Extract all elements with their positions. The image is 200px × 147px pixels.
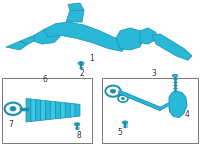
Circle shape — [110, 89, 116, 93]
Ellipse shape — [172, 74, 178, 77]
Polygon shape — [34, 29, 60, 44]
Text: 6: 6 — [43, 75, 47, 84]
Circle shape — [121, 97, 125, 100]
Polygon shape — [55, 102, 60, 119]
Polygon shape — [60, 102, 65, 118]
Text: 5: 5 — [118, 128, 122, 137]
Text: 2: 2 — [80, 69, 84, 78]
Polygon shape — [116, 28, 144, 50]
Polygon shape — [75, 104, 80, 117]
Polygon shape — [152, 34, 192, 60]
Polygon shape — [31, 99, 36, 121]
Polygon shape — [68, 3, 84, 10]
Text: 4: 4 — [185, 110, 189, 119]
Ellipse shape — [74, 123, 80, 126]
Ellipse shape — [122, 121, 128, 124]
Circle shape — [10, 107, 16, 111]
Polygon shape — [6, 41, 28, 50]
Polygon shape — [20, 35, 40, 44]
Polygon shape — [36, 100, 41, 121]
Polygon shape — [41, 100, 46, 120]
Bar — [102, 78, 198, 143]
Ellipse shape — [78, 62, 84, 65]
Text: 1: 1 — [90, 54, 94, 63]
Polygon shape — [65, 103, 70, 118]
Polygon shape — [51, 101, 55, 119]
Polygon shape — [44, 22, 126, 51]
Text: 7: 7 — [9, 120, 13, 129]
Text: 3: 3 — [152, 69, 156, 78]
Polygon shape — [46, 101, 51, 120]
Polygon shape — [169, 91, 187, 118]
Polygon shape — [26, 98, 31, 122]
Polygon shape — [140, 28, 156, 44]
Polygon shape — [70, 103, 75, 117]
Text: 8: 8 — [77, 131, 81, 140]
Bar — [2, 78, 92, 143]
Polygon shape — [66, 7, 84, 22]
